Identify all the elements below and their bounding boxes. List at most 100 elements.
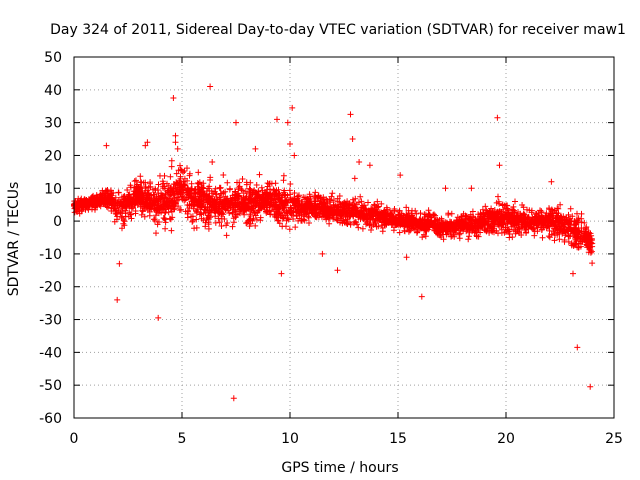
data-point — [562, 227, 569, 234]
data-point — [432, 212, 439, 219]
data-point — [202, 219, 209, 226]
data-point — [587, 383, 594, 390]
data-point — [396, 229, 403, 236]
data-point — [551, 237, 558, 244]
data-point — [234, 179, 240, 186]
data-point — [284, 200, 291, 206]
data-point — [269, 203, 276, 210]
data-point — [205, 221, 212, 228]
data-point — [575, 225, 582, 232]
axis-ticks — [73, 56, 615, 419]
data-point — [171, 181, 178, 188]
data-point — [412, 222, 419, 229]
data-point — [118, 215, 125, 221]
data-point — [570, 270, 576, 277]
data-point — [354, 221, 361, 228]
data-point — [230, 219, 237, 226]
y-tick-label: 30 — [44, 116, 62, 132]
data-point — [133, 177, 139, 184]
data-point — [361, 202, 368, 209]
data-point — [212, 219, 219, 226]
data-point — [351, 175, 358, 182]
data-point — [168, 163, 175, 170]
data-point — [206, 213, 212, 219]
data-point — [510, 203, 517, 210]
data-point — [287, 181, 294, 187]
data-point — [124, 187, 131, 193]
data-point — [238, 186, 245, 193]
data-point — [312, 189, 319, 196]
data-point — [204, 203, 211, 210]
data-point — [445, 210, 452, 217]
data-point — [426, 211, 433, 218]
data-point — [213, 195, 220, 202]
data-point — [565, 220, 572, 227]
data-point — [466, 216, 473, 223]
data-point — [469, 208, 476, 215]
data-point — [121, 193, 128, 200]
data-point — [505, 226, 512, 233]
data-point — [216, 219, 223, 226]
data-point — [167, 216, 174, 223]
data-point — [413, 210, 420, 217]
data-point — [256, 171, 263, 178]
data-point — [174, 145, 181, 152]
data-point — [274, 204, 281, 211]
data-point — [347, 221, 354, 228]
data-point — [338, 212, 345, 219]
data-point — [587, 244, 594, 251]
data-point — [300, 216, 307, 223]
data-point — [103, 142, 110, 149]
data-point — [263, 209, 270, 216]
data-point — [396, 207, 403, 214]
data-point — [258, 195, 265, 201]
data-point — [160, 205, 167, 212]
data-point — [368, 227, 374, 233]
data-point — [567, 205, 574, 212]
data-point — [292, 224, 299, 231]
data-point — [495, 193, 501, 200]
data-point — [110, 198, 117, 205]
data-point — [161, 215, 168, 222]
data-point — [111, 218, 118, 225]
data-point — [156, 219, 162, 225]
data-point — [186, 170, 193, 177]
data-point — [189, 213, 196, 220]
data-point — [572, 240, 579, 247]
data-point — [147, 183, 154, 190]
data-point — [175, 196, 182, 203]
data-point — [368, 223, 375, 230]
data-point — [531, 232, 538, 239]
data-point — [132, 193, 139, 200]
data-point — [115, 189, 122, 196]
data-point — [128, 203, 134, 210]
data-point — [414, 228, 421, 235]
data-point — [247, 217, 254, 224]
data-point — [524, 206, 530, 213]
data-point — [574, 210, 580, 217]
data-point — [206, 187, 213, 194]
data-point — [320, 194, 327, 201]
data-point — [263, 207, 270, 213]
data-point — [232, 188, 238, 195]
data-point — [185, 207, 192, 214]
data-point — [258, 184, 265, 191]
data-point — [184, 177, 191, 184]
data-point — [139, 208, 146, 215]
data-point — [512, 230, 519, 237]
data-point — [369, 216, 376, 223]
data-point — [512, 198, 518, 205]
data-point — [496, 162, 503, 169]
data-point — [264, 180, 271, 187]
data-point — [388, 218, 395, 225]
data-point — [191, 225, 198, 232]
data-point — [216, 203, 223, 210]
data-point — [502, 228, 509, 235]
data-point — [159, 178, 166, 185]
data-point — [250, 188, 257, 194]
y-tick-label: 40 — [44, 83, 62, 99]
plot-frame — [73, 56, 615, 419]
data-point — [252, 222, 259, 229]
data-point — [158, 195, 164, 202]
data-point — [279, 223, 286, 230]
